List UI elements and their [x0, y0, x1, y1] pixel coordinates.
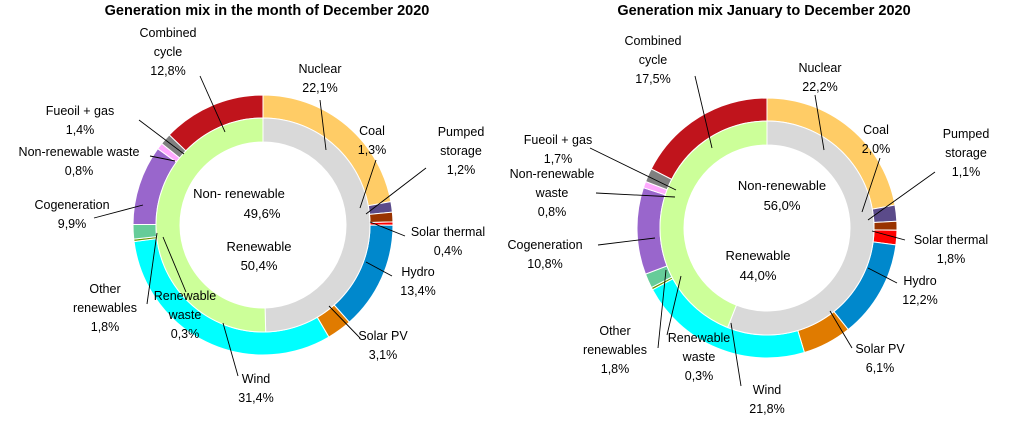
data-label-cogeneration: Cogeneration 9,9% — [34, 198, 109, 231]
data-label-hydro: Hydro 12,2% — [902, 274, 937, 307]
leader-line-renewable-waste — [666, 275, 682, 336]
leader-line-non-renewable-waste — [149, 155, 176, 162]
data-label-fueoil-gas: Fueoil + gas 1,4% — [46, 104, 114, 137]
data-label-combined-cycle: Combined cycle 17,5% — [625, 34, 682, 86]
outer-slice-other-renewables — [132, 223, 158, 240]
leader-line-hydro — [365, 261, 393, 277]
leader-line-hydro — [867, 267, 898, 284]
data-label-renewable-waste: Renewable waste 0,3% — [668, 331, 731, 383]
data-label-other-renewables: Other renewables 1,8% — [583, 324, 647, 376]
data-label-solar-thermal: Solar thermal 1,8% — [914, 233, 988, 266]
leader-line-nuclear — [814, 94, 825, 151]
leader-line-cogeneration — [93, 204, 144, 219]
leader-line-other-renewables — [657, 269, 667, 349]
leader-line-combined-cycle — [694, 75, 713, 149]
data-label-nuclear: Nuclear 22,1% — [298, 62, 341, 95]
inner-slice-renewable — [659, 120, 768, 329]
data-label-solar-pv: Solar PV 3,1% — [358, 329, 408, 362]
leader-line-fueoil-gas — [138, 119, 185, 155]
outer-slice-pumped-storage — [368, 211, 394, 223]
data-label-coal: Coal 2,0% — [862, 123, 891, 156]
leader-line-combined-cycle — [199, 75, 226, 133]
leader-line-cogeneration — [597, 237, 656, 246]
data-label-hydro: Hydro 13,4% — [400, 265, 435, 298]
inner-slice-renewable — [155, 117, 267, 333]
data-label-fueoil-gas: Fueoil + gas 1,7% — [524, 133, 592, 166]
leader-line-solar-pv — [829, 310, 853, 349]
leader-line-fueoil-gas — [589, 147, 677, 191]
inner-label-non-renewable: Non-renewable 56,0% — [738, 178, 826, 213]
data-label-coal: Coal 1,3% — [358, 124, 387, 157]
chart-title: Generation mix January to December 2020 — [617, 3, 910, 19]
outer-slice-pumped-storage — [873, 220, 898, 231]
data-label-non-renewable-waste: Non-renewable waste 0,8% — [510, 167, 595, 219]
leader-line-non-renewable-waste — [595, 192, 676, 198]
data-label-wind: Wind 31,4% — [238, 372, 273, 405]
data-label-nuclear: Nuclear 22,2% — [798, 61, 841, 94]
data-label-cogeneration: Cogeneration 10,8% — [507, 238, 582, 271]
leader-line-coal — [359, 159, 377, 209]
data-label-wind: Wind 21,8% — [749, 383, 784, 416]
data-label-other-renewables: Other renewables 1,8% — [73, 282, 137, 334]
data-label-solar-pv: Solar PV 6,1% — [855, 342, 905, 375]
leader-line-wind — [222, 322, 239, 377]
leader-line-nuclear — [319, 99, 327, 151]
data-label-renewable-waste: Renewable waste 0,3% — [154, 289, 217, 341]
leader-line-pumped-storage — [365, 167, 427, 215]
chart-title: Generation mix in the month of December … — [105, 3, 430, 19]
leader-line-solar-thermal — [871, 230, 906, 241]
data-label-combined-cycle: Combined cycle 12,8% — [140, 26, 197, 78]
leader-line-other-renewables — [146, 232, 158, 305]
inner-label-renewable: Renewable 50,4% — [226, 239, 291, 273]
leader-line-wind — [730, 322, 742, 387]
data-label-pumped-storage: Pumped storage 1,2% — [438, 125, 485, 177]
inner-label-non-renewable: Non- renewable 49,6% — [193, 186, 285, 221]
leader-line-coal — [861, 157, 881, 213]
leader-line-pumped-storage — [867, 171, 936, 221]
inner-label-renewable: Renewable 44,0% — [725, 248, 790, 283]
donut-chart-2: Generation mix January to December 2020 N… — [507, 3, 989, 416]
data-label-pumped-storage: Pumped storage 1,1% — [943, 127, 990, 179]
leader-line-renewable-waste — [162, 236, 187, 293]
leader-line-solar-thermal — [369, 221, 406, 237]
donut-chart-1: Generation mix in the month of December … — [19, 3, 486, 405]
data-label-solar-thermal: Solar thermal 0,4% — [411, 225, 485, 258]
leader-line-solar-pv — [328, 305, 361, 339]
data-label-non-renewable-waste: Non-renewable waste 0,8% — [19, 145, 140, 178]
